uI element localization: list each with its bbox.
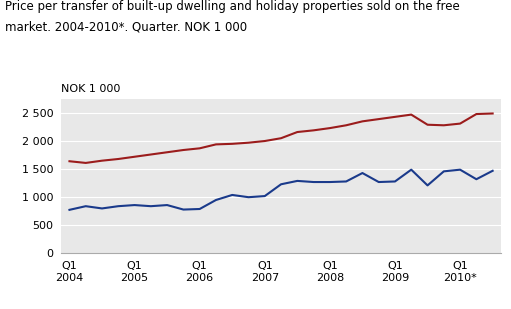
Holiday <box>311 180 317 184</box>
Holiday <box>213 198 219 202</box>
Text: Price per transfer of built-up dwelling and holiday properties sold on the free: Price per transfer of built-up dwelling … <box>5 0 460 13</box>
Holiday <box>425 184 431 187</box>
Dwelling <box>392 115 398 119</box>
Holiday <box>197 207 203 211</box>
Holiday <box>441 170 447 173</box>
Dwelling <box>457 122 463 125</box>
Text: NOK 1 000: NOK 1 000 <box>61 84 121 94</box>
Dwelling <box>131 155 137 159</box>
Holiday <box>262 194 268 198</box>
Holiday <box>148 204 154 208</box>
Dwelling <box>99 159 105 163</box>
Dwelling <box>197 146 203 150</box>
Dwelling <box>278 136 284 140</box>
Dwelling <box>311 129 317 132</box>
Dwelling <box>408 113 414 116</box>
Holiday <box>99 207 105 210</box>
Dwelling <box>83 161 89 165</box>
Dwelling <box>343 123 349 127</box>
Holiday <box>490 169 496 173</box>
Holiday <box>392 180 398 183</box>
Holiday <box>473 177 479 181</box>
Line: Holiday: Holiday <box>69 170 493 210</box>
Holiday <box>376 180 382 184</box>
Dwelling <box>262 139 268 143</box>
Holiday <box>115 204 121 208</box>
Dwelling <box>66 159 73 163</box>
Dwelling <box>376 117 382 121</box>
Holiday <box>327 180 333 184</box>
Dwelling <box>180 148 187 152</box>
Holiday <box>66 208 73 212</box>
Holiday <box>83 204 89 208</box>
Dwelling <box>327 126 333 130</box>
Dwelling <box>148 153 154 156</box>
Holiday <box>245 195 251 199</box>
Dwelling <box>164 150 170 154</box>
Dwelling <box>213 142 219 146</box>
Holiday <box>457 168 463 171</box>
Dwelling <box>115 157 121 161</box>
Holiday <box>278 182 284 186</box>
Dwelling <box>441 123 447 127</box>
Dwelling <box>294 130 300 134</box>
Holiday <box>343 180 349 183</box>
Dwelling <box>425 123 431 127</box>
Dwelling <box>490 112 496 115</box>
Dwelling <box>245 141 251 145</box>
Holiday <box>294 179 300 183</box>
Line: Dwelling: Dwelling <box>69 113 493 163</box>
Dwelling <box>229 142 235 146</box>
Dwelling <box>473 112 479 116</box>
Holiday <box>229 193 235 197</box>
Holiday <box>164 203 170 207</box>
Holiday <box>131 203 137 207</box>
Holiday <box>408 168 414 171</box>
Text: market. 2004-2010*. Quarter. NOK 1 000: market. 2004-2010*. Quarter. NOK 1 000 <box>5 20 247 33</box>
Holiday <box>359 171 365 175</box>
Dwelling <box>359 120 365 123</box>
Holiday <box>180 208 187 211</box>
